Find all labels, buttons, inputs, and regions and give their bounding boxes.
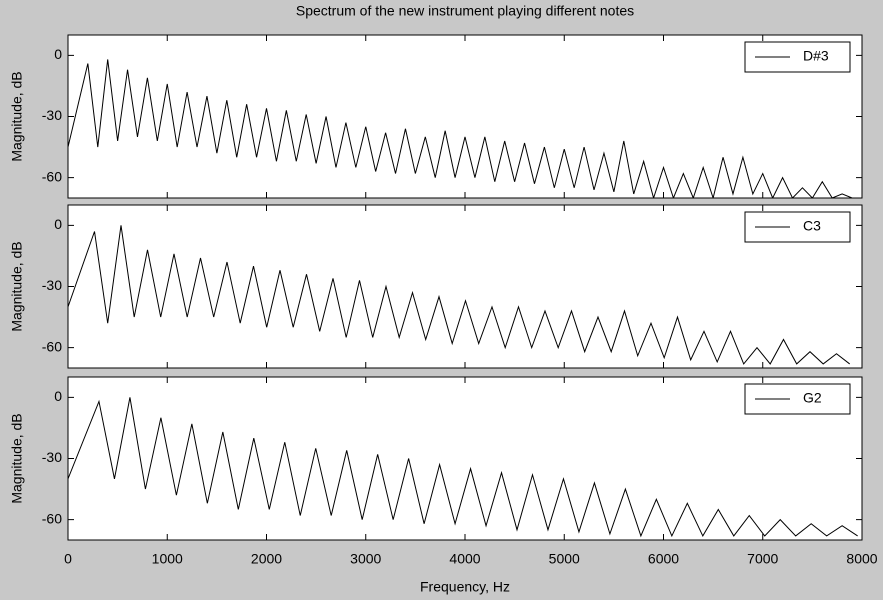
y-tick-label: 0 — [54, 46, 62, 62]
x-tick-label: 8000 — [846, 551, 877, 567]
spectrum-line — [68, 225, 850, 365]
y-tick-label: -60 — [42, 168, 62, 184]
y-tick-label: -60 — [42, 510, 62, 526]
y-tick-label: -60 — [42, 338, 62, 354]
y-axis-label: Magnitude, dB — [9, 413, 25, 503]
x-tick-label: 2000 — [251, 551, 282, 567]
y-tick-label: 0 — [54, 388, 62, 404]
x-tick-label: 7000 — [747, 551, 778, 567]
x-tick-label: 6000 — [648, 551, 679, 567]
plot-area — [68, 205, 862, 368]
y-tick-label: -30 — [42, 107, 62, 123]
legend-label: C3 — [803, 218, 821, 234]
legend-label: D#3 — [803, 48, 829, 64]
x-tick-label: 4000 — [449, 551, 480, 567]
plot-area — [68, 35, 862, 198]
spectrum-line — [68, 397, 858, 538]
x-axis-label: Frequency, Hz — [420, 579, 510, 595]
y-tick-label: -30 — [42, 449, 62, 465]
legend-label: G2 — [803, 390, 822, 406]
y-tick-label: 0 — [54, 216, 62, 232]
spectrum-line — [68, 59, 853, 198]
chart-title: Spectrum of the new instrument playing d… — [296, 3, 634, 19]
x-tick-label: 3000 — [350, 551, 381, 567]
y-axis-label: Magnitude, dB — [9, 71, 25, 161]
plot-area — [68, 377, 862, 540]
x-tick-label: 0 — [64, 551, 72, 567]
y-tick-label: -30 — [42, 277, 62, 293]
x-tick-label: 5000 — [549, 551, 580, 567]
x-tick-label: 1000 — [152, 551, 183, 567]
y-axis-label: Magnitude, dB — [9, 241, 25, 331]
